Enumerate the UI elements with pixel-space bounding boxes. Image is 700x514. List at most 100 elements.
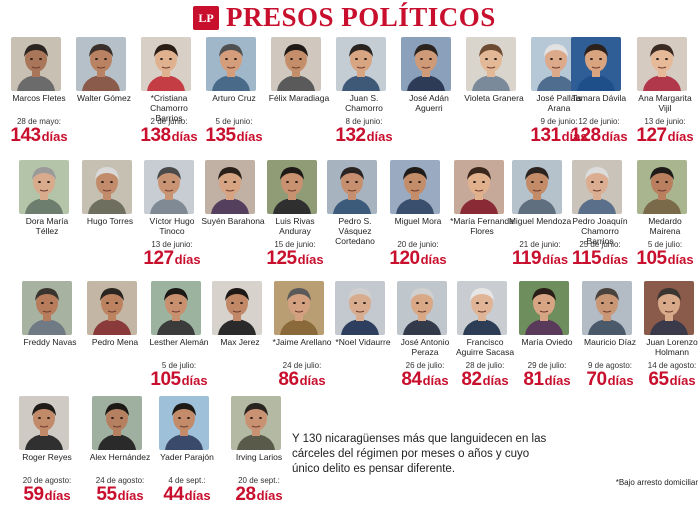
days-unit: días <box>482 373 509 388</box>
la-prensa-logo: LP <box>193 6 219 30</box>
days-in-prison: 143días <box>0 125 83 147</box>
prisoner-name: *Noel Vidaurre <box>335 337 391 347</box>
prisoner-card: Suyén Barahona <box>201 158 265 286</box>
days-unit: días <box>366 129 393 144</box>
prisoner-name: Pedro S. Vásquez Cortedano <box>335 216 375 246</box>
prisoner-card: Pedro Mena <box>83 279 147 407</box>
arrest-date: 21 de junio: <box>519 240 561 249</box>
days-unit: días <box>602 252 629 267</box>
prisoner-name: *María Fernanda Flores <box>450 216 514 236</box>
page-title: PRESOS POLÍTICOS <box>226 2 496 32</box>
prisoner-photo <box>212 281 262 335</box>
prisoner-card: Ana Margarita Vijil 13 de junio: 127días <box>633 35 697 163</box>
days-count: 125 <box>266 248 297 269</box>
arrest-date: 29 de julio: <box>527 361 567 370</box>
arrest-date: 12 de junio: <box>578 117 620 126</box>
prisoner-name: Max Jerez <box>220 337 260 347</box>
prisoner-card: Pedro S. Vásquez Cortedano <box>323 158 387 286</box>
days-unit: días <box>561 129 588 144</box>
days-count: 65 <box>648 369 669 390</box>
arrest-date: 28 de julio: <box>465 361 505 370</box>
arrest-date: 26 de julio: <box>405 361 445 370</box>
prisoner-name: Freddy Navas <box>23 337 77 347</box>
prisoner-name: Arturo Cruz <box>212 93 256 103</box>
days-unit: días <box>236 129 263 144</box>
prisoner-photo <box>271 37 321 91</box>
header: LP PRESOS POLÍTICOS <box>0 0 700 34</box>
prisoner-photo <box>582 281 632 335</box>
arrest-date: 8 de junio: <box>345 117 383 126</box>
prisoner-card: Walter Gómez <box>72 35 136 163</box>
prisoner-card: Irving Larios 20 de sept.: 28días <box>227 394 291 514</box>
arrest-date: 15 de junio: <box>274 240 316 249</box>
arrest-date: 13 de junio: <box>151 240 193 249</box>
days-in-prison: 84días <box>381 369 469 391</box>
days-unit: días <box>667 252 694 267</box>
arrest-date: 20 de junio: <box>397 240 439 249</box>
days-in-prison: 65días <box>628 369 700 391</box>
days-unit: días <box>667 129 694 144</box>
prisoner-name: Yader Parajón <box>160 452 214 462</box>
prisoner-name: *Jaime Arellano <box>272 337 332 347</box>
prisoner-name: José Antonio Peraza <box>400 337 450 357</box>
days-in-prison: 105días <box>621 248 700 270</box>
prisoner-photo <box>397 281 447 335</box>
days-count: 143 <box>10 125 41 146</box>
days-count: 135 <box>205 125 236 146</box>
prisoner-card: María Oviedo 29 de julio: 81días <box>515 279 579 407</box>
days-in-prison: 138días <box>125 125 213 147</box>
prisoner-name: Víctor Hugo Tinoco <box>149 216 195 236</box>
prisoner-photo <box>336 37 386 91</box>
prisoner-card: *Noel Vidaurre <box>331 279 395 407</box>
prisoner-card: Pedro Joaquín Chamorro Barrios 25 de juni… <box>568 158 632 286</box>
days-count: 84 <box>401 369 422 390</box>
prisoner-name: Suyén Barahona <box>201 216 265 226</box>
days-in-prison: 132días <box>320 125 408 147</box>
days-unit: días <box>544 373 571 388</box>
arrest-date: 24 de julio: <box>282 361 322 370</box>
prisoner-photo <box>11 37 61 91</box>
days-unit: días <box>542 252 569 267</box>
arrest-date: 5 de julio: <box>161 361 197 370</box>
days-in-prison: 127días <box>621 125 700 147</box>
days-count: 131 <box>530 125 561 146</box>
days-count: 138 <box>140 125 171 146</box>
prisoner-card: *Cristiana Chamorro Barrios 2 de junio: 13… <box>137 35 201 163</box>
days-unit: días <box>607 373 634 388</box>
days-count: 44 <box>163 484 184 505</box>
prisoner-card: Lesther Alemán 5 de julio: 105días <box>147 279 211 407</box>
prisoner-name: *Cristiana Chamorro Barrios <box>150 93 188 123</box>
prisoner-name: Félix Maradiaga <box>268 93 330 103</box>
prisoner-photo <box>274 281 324 335</box>
prisoner-photo <box>335 281 385 335</box>
prisoner-name: Pedro Mena <box>91 337 139 347</box>
prisoner-photo <box>92 396 142 450</box>
arrest-date: 5 de julio: <box>647 240 683 249</box>
days-in-prison: 120días <box>374 248 462 270</box>
days-in-prison: 70días <box>566 369 654 391</box>
days-in-prison: 115días <box>556 248 644 270</box>
days-count: 105 <box>150 369 181 390</box>
prisoner-photo <box>205 160 255 214</box>
arrest-date: 2 de junio: <box>150 117 188 126</box>
prisoner-card: Roger Reyes 20 de agosto: 59días <box>15 394 79 514</box>
prisoner-name: Marcos Fletes <box>12 93 66 103</box>
arrest-date: 4 de sept.: <box>168 476 206 485</box>
prisoner-card: *Jaime Arellano 24 de julio: 86días <box>270 279 334 407</box>
prisoner-card: Mauricio Díaz 9 de agosto: 70días <box>578 279 642 407</box>
prisoner-card: Luis Rivas Anduray 15 de junio: 125días <box>263 158 327 286</box>
prisoner-photo <box>637 37 687 91</box>
days-count: 132 <box>335 125 366 146</box>
prisoner-name: Roger Reyes <box>22 452 72 462</box>
days-unit: días <box>171 129 198 144</box>
prisoner-name: Francisco Aguirre Sacasa <box>455 337 515 357</box>
prisoner-name: Miguel Mora <box>394 216 442 226</box>
prisoner-photo <box>19 160 69 214</box>
prisoner-photo <box>457 281 507 335</box>
prisoner-photo <box>644 281 694 335</box>
prisoner-name: Irving Larios <box>235 452 283 462</box>
prisoner-photo <box>87 281 137 335</box>
days-unit: días <box>181 373 208 388</box>
arrest-date: 24 de agosto: <box>95 476 145 485</box>
prisoner-card: Marcos Fletes 28 de mayo: 143días <box>7 35 71 163</box>
